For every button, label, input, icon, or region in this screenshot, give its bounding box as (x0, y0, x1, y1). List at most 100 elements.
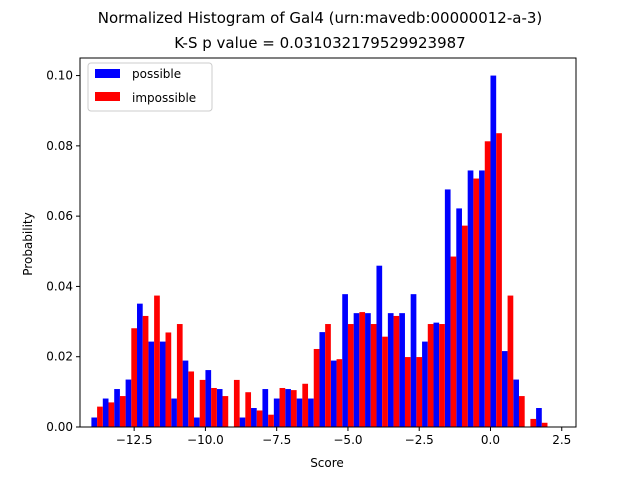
bar-possible-27 (399, 313, 405, 427)
bar-possible-2 (114, 389, 120, 427)
bar-possible-4 (137, 303, 143, 427)
y-axis-label: Probability (21, 212, 35, 275)
bar-impossible-19 (313, 348, 320, 427)
legend-swatch-possible (95, 69, 120, 78)
bar-possible-23 (353, 313, 360, 427)
bar-impossible-34 (484, 141, 491, 428)
bar-impossible-33 (473, 178, 480, 427)
x-tick-label: 0.0 (481, 433, 500, 447)
bar-possible-3 (125, 379, 132, 427)
x-tick-label: −5.0 (333, 433, 362, 447)
y-tick-label: 0.00 (46, 420, 73, 434)
y-tick-label: 0.02 (46, 350, 73, 364)
bar-possible-25 (376, 265, 383, 427)
bar-possible-10 (205, 370, 212, 427)
bar-impossible-20 (325, 324, 331, 427)
bar-possible-19 (308, 398, 314, 427)
bar-impossible-35 (496, 133, 502, 427)
bar-possible-33 (467, 170, 474, 427)
y-tick-label: 0.04 (46, 279, 73, 293)
bar-possible-24 (365, 313, 371, 427)
bars-group (91, 75, 548, 428)
bar-impossible-0 (97, 406, 103, 427)
y-axis-ticks: 0.00 0.02 0.04 0.06 0.08 0.10 (46, 69, 80, 434)
bar-possible-5 (148, 341, 155, 427)
bar-possible-9 (194, 417, 200, 427)
bar-impossible-10 (211, 387, 217, 427)
bar-impossible-8 (188, 371, 195, 427)
chart-subtitle: K-S p value = 0.031032179529923987 (174, 34, 465, 52)
bar-possible-8 (182, 360, 189, 427)
legend-label-impossible: impossible (132, 91, 196, 105)
bar-impossible-30 (439, 324, 445, 427)
bar-impossible-15 (268, 414, 274, 427)
bar-impossible-31 (450, 256, 457, 427)
bar-possible-29 (422, 341, 428, 427)
bar-impossible-1 (108, 402, 115, 427)
bar-impossible-18 (302, 383, 309, 427)
legend-label-possible: possible (132, 67, 181, 81)
bar-possible-21 (330, 360, 337, 427)
y-tick-label: 0.06 (46, 209, 73, 223)
bar-impossible-22 (347, 324, 354, 427)
bar-possible-35 (490, 75, 497, 427)
bar-impossible-24 (370, 324, 377, 427)
bar-impossible-21 (336, 359, 343, 427)
bar-impossible-3 (131, 328, 138, 427)
bar-possible-30 (433, 322, 440, 427)
x-axis-label: Score (310, 456, 344, 470)
bar-impossible-38 (530, 418, 537, 427)
bar-impossible-28 (416, 357, 423, 427)
bar-possible-6 (159, 341, 166, 427)
bar-possible-20 (319, 332, 326, 427)
bar-impossible-23 (359, 312, 366, 427)
bar-possible-22 (342, 294, 348, 427)
x-tick-label: −7.5 (262, 433, 291, 447)
bar-impossible-32 (461, 225, 468, 427)
bar-impossible-5 (154, 295, 160, 427)
bar-impossible-29 (427, 324, 434, 427)
bar-possible-37 (513, 379, 519, 427)
bar-impossible-16 (279, 387, 286, 427)
bar-possible-7 (171, 398, 177, 427)
bar-possible-32 (456, 208, 462, 427)
bar-impossible-14 (256, 410, 263, 427)
bar-possible-11 (216, 389, 223, 427)
plot-frame (79, 57, 577, 428)
bar-impossible-39 (541, 422, 548, 427)
bar-impossible-25 (382, 336, 388, 427)
x-axis-ticks: −12.5 −10.0 −7.5 −5.0 −2.5 0.0 2.5 (116, 427, 571, 447)
bar-impossible-37 (518, 396, 525, 427)
legend-swatch-impossible (95, 92, 120, 101)
bar-possible-36 (501, 351, 508, 427)
bar-impossible-27 (404, 357, 411, 427)
bar-impossible-36 (507, 295, 514, 427)
bar-impossible-11 (222, 396, 229, 427)
x-tick-label: −10.0 (187, 433, 224, 447)
bar-impossible-26 (393, 315, 400, 427)
bar-impossible-13 (245, 392, 252, 427)
bar-possible-16 (273, 398, 280, 427)
bar-possible-18 (296, 398, 303, 427)
bar-possible-26 (387, 313, 394, 427)
bar-impossible-12 (233, 379, 240, 427)
bar-possible-34 (479, 170, 485, 427)
bar-possible-0 (91, 417, 98, 427)
bar-possible-39 (536, 408, 542, 427)
bar-possible-13 (239, 417, 246, 427)
x-tick-label: 2.5 (552, 433, 571, 447)
bar-impossible-4 (142, 315, 149, 427)
bar-possible-15 (262, 389, 269, 427)
bar-impossible-7 (176, 324, 183, 427)
bar-possible-28 (410, 294, 417, 427)
x-tick-label: −12.5 (116, 433, 153, 447)
chart-title: Normalized Histogram of Gal4 (urn:mavedb… (98, 9, 543, 27)
bar-possible-31 (444, 189, 451, 427)
bar-impossible-6 (165, 332, 172, 427)
bar-impossible-2 (119, 396, 126, 427)
bar-impossible-17 (290, 390, 297, 427)
bar-impossible-9 (199, 379, 206, 427)
y-tick-label: 0.10 (46, 69, 73, 83)
bar-possible-14 (251, 408, 257, 427)
